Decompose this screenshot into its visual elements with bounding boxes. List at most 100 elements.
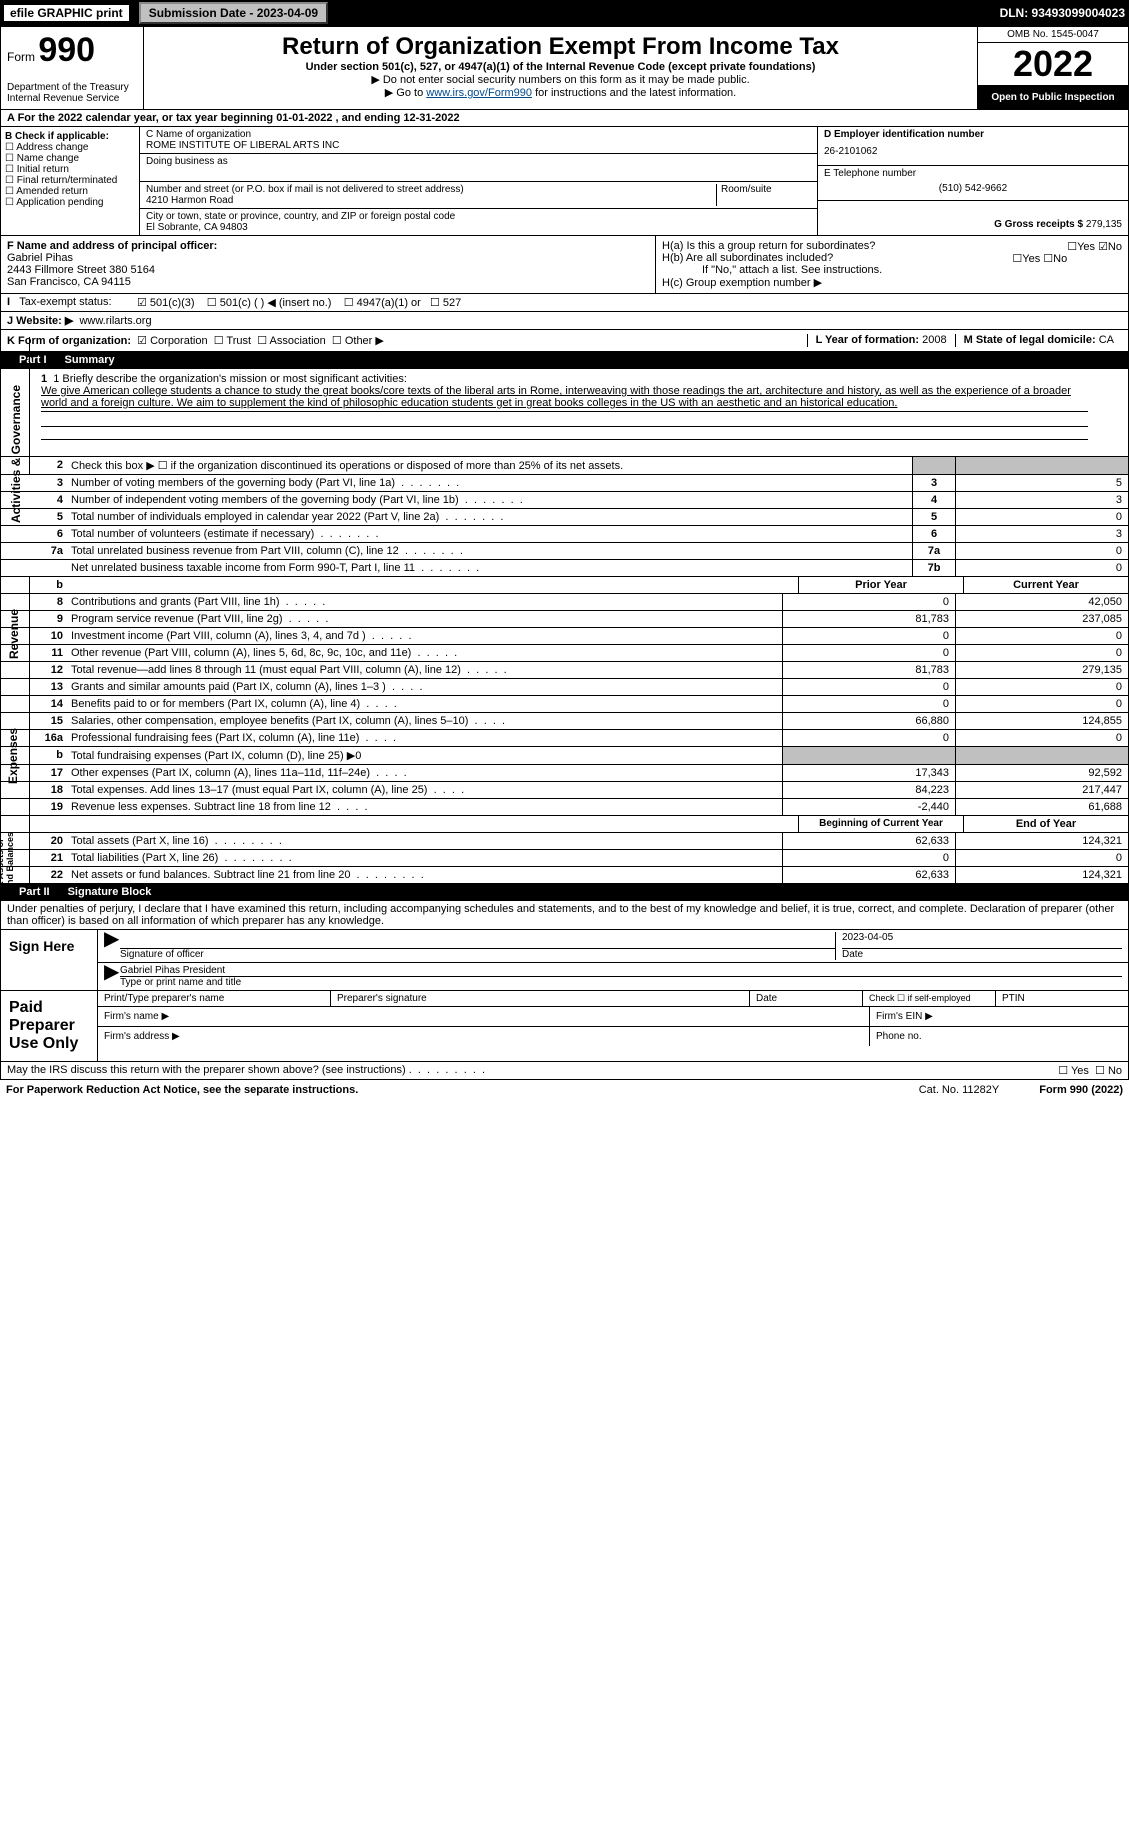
yf-label: L Year of formation: xyxy=(816,334,920,346)
table-row: 21Total liabilities (Part X, line 26) . … xyxy=(1,850,1128,867)
beginning-year-header: Beginning of Current Year xyxy=(798,816,963,832)
website-label: J Website: ▶ xyxy=(7,315,73,327)
end-year-header: End of Year xyxy=(963,816,1128,832)
current-year-header: Current Year xyxy=(963,577,1128,593)
street-cell: Number and street (or P.O. box if mail i… xyxy=(140,182,817,209)
prior-value: 0 xyxy=(782,628,955,644)
table-row: 6Total number of volunteers (estimate if… xyxy=(1,526,1128,543)
row-a-text: A For the 2022 calendar year, or tax yea… xyxy=(7,112,460,124)
prior-value: 81,783 xyxy=(782,662,955,678)
k-right: L Year of formation: 2008 M State of leg… xyxy=(807,334,1122,347)
hb-yesno[interactable]: ☐Yes ☐No xyxy=(1012,252,1067,265)
arrow-icon: ▶ xyxy=(104,932,120,960)
preparer-header-row: Print/Type preparer's name Preparer's si… xyxy=(98,991,1128,1007)
paperwork-notice: For Paperwork Reduction Act Notice, see … xyxy=(6,1084,358,1096)
net-header-row: Beginning of Current Year End of Year xyxy=(1,816,1128,833)
chk-label: Amended return xyxy=(16,186,88,197)
may-irs-discuss: May the IRS discuss this return with the… xyxy=(0,1062,1129,1080)
header-right: OMB No. 1545-0047 2022 Open to Public In… xyxy=(977,27,1128,109)
may-irs-text: May the IRS discuss this return with the… xyxy=(7,1064,406,1077)
table-row: 16aProfessional fundraising fees (Part I… xyxy=(1,730,1128,747)
current-value: 0 xyxy=(955,679,1128,695)
chk-address-change[interactable]: ☐ Address change xyxy=(5,142,135,153)
table-row: Net unrelated business taxable income fr… xyxy=(1,560,1128,576)
tax-exempt-label: Tax-exempt status: xyxy=(19,296,111,308)
opt-label: Trust xyxy=(226,335,251,347)
may-irs-yesno[interactable]: ☐ Yes ☐ No xyxy=(1058,1064,1122,1077)
table-row: 9Program service revenue (Part VIII, lin… xyxy=(1,611,1128,628)
ha-row: H(a) Is this a group return for subordin… xyxy=(662,240,1122,252)
prior-value: 0 xyxy=(782,679,955,695)
prior-value: 17,343 xyxy=(782,765,955,781)
table-row: 15Salaries, other compensation, employee… xyxy=(1,713,1128,730)
chk-amended-return[interactable]: ☐ Amended return xyxy=(5,186,135,197)
prior-value: 84,223 xyxy=(782,782,955,798)
gross-value: 279,135 xyxy=(1086,219,1122,230)
chk-501c3[interactable]: ☑ 501(c)(3) xyxy=(137,297,195,309)
chk-association[interactable]: ☐ Association xyxy=(257,335,326,347)
table-row: 17Other expenses (Part IX, column (A), l… xyxy=(1,765,1128,782)
irs-link[interactable]: www.irs.gov/Form990 xyxy=(426,87,532,99)
side-net-assets: Net Assets or Fund Balances xyxy=(1,816,30,883)
chk-label: Initial return xyxy=(17,164,69,175)
prior-value xyxy=(782,747,955,764)
firm-addr-label: Firm's address ▶ xyxy=(98,1027,870,1046)
opt-label: Corporation xyxy=(150,335,207,347)
part1-header: Part I Summary xyxy=(0,352,1129,369)
header-left: Form 990 Department of the Treasury Inte… xyxy=(1,27,144,109)
side-revenue: Revenue xyxy=(1,577,30,678)
form-header: Form 990 Department of the Treasury Inte… xyxy=(0,26,1129,110)
current-value xyxy=(955,747,1128,764)
activities-table: Activities & Governance 2 Check this box… xyxy=(0,457,1129,475)
firm-ein-label: Firm's EIN ▶ xyxy=(870,1007,1128,1026)
street-value: 4210 Harmon Road xyxy=(146,195,716,206)
chk-name-change[interactable]: ☐ Name change xyxy=(5,153,135,164)
page-footer: For Paperwork Reduction Act Notice, see … xyxy=(0,1080,1129,1100)
org-name-cell: C Name of organization ROME INSTITUTE OF… xyxy=(140,127,817,154)
beginning-value: 62,633 xyxy=(782,833,955,849)
sign-here-label: Sign Here xyxy=(1,930,97,990)
paid-preparer-block: Paid Preparer Use Only Print/Type prepar… xyxy=(0,991,1129,1062)
line-desc: Revenue less expenses. Subtract line 18 … xyxy=(67,799,782,815)
part2-title: Signature Block xyxy=(68,886,152,898)
opt-label: Association xyxy=(270,335,326,347)
line2-text: Check this box ▶ ☐ if the organization d… xyxy=(67,457,912,474)
self-employed-check[interactable]: Check ☐ if self-employed xyxy=(863,991,996,1006)
ha-yesno[interactable]: ☐Yes ☑No xyxy=(1067,240,1122,253)
mission-text: We give American college students a chan… xyxy=(41,385,1088,412)
line-box: 7a xyxy=(912,543,955,559)
chk-other[interactable]: ☐ Other ▶ xyxy=(332,335,384,347)
goto-prefix: ▶ Go to xyxy=(385,87,426,99)
line-desc: Other expenses (Part IX, column (A), lin… xyxy=(67,765,782,781)
opt-label: 501(c)(3) xyxy=(150,297,195,309)
sig-officer-row: ▶ Signature of officer 2023-04-05 Date xyxy=(98,930,1128,963)
chk-4947[interactable]: ☐ 4947(a)(1) or xyxy=(344,297,421,309)
top-bar: efile GRAPHIC print Submission Date - 20… xyxy=(0,0,1129,26)
chk-501c[interactable]: ☐ 501(c) ( ) ◀ (insert no.) xyxy=(207,297,332,309)
table-row: 14Benefits paid to or for members (Part … xyxy=(1,696,1128,713)
sd-label: M State of legal domicile: xyxy=(964,334,1096,346)
prep-date-label: Date xyxy=(750,991,863,1006)
chk-label: Final return/terminated xyxy=(17,175,118,186)
line-box: 6 xyxy=(912,526,955,542)
chk-application-pending[interactable]: ☐ Application pending xyxy=(5,197,135,208)
arrow-icon: ▶ xyxy=(104,965,120,988)
chk-final-return[interactable]: ☐ Final return/terminated xyxy=(5,175,135,186)
table-row: bTotal fundraising expenses (Part IX, co… xyxy=(1,747,1128,765)
website-value: www.rilarts.org xyxy=(79,315,151,327)
side-label-text: Expenses xyxy=(6,728,20,784)
chk-corporation[interactable]: ☑ Corporation xyxy=(137,335,207,347)
submission-date-button[interactable]: Submission Date - 2023-04-09 xyxy=(139,2,328,24)
chk-trust[interactable]: ☐ Trust xyxy=(214,335,251,347)
room-suite: Room/suite xyxy=(716,184,811,206)
ein-value: 26-2101062 xyxy=(824,140,1122,163)
gross-label: G Gross receipts $ xyxy=(994,219,1083,230)
chk-initial-return[interactable]: ☐ Initial return xyxy=(5,164,135,175)
chk-527[interactable]: ☐ 527 xyxy=(430,297,461,309)
open-to-public: Open to Public Inspection xyxy=(978,86,1128,109)
ha-label: H(a) Is this a group return for subordin… xyxy=(662,240,875,252)
rev-header-row: b Prior Year Current Year xyxy=(1,577,1128,594)
ein-cell: D Employer identification number 26-2101… xyxy=(818,127,1128,166)
expenses-table: Expenses 13Grants and similar amounts pa… xyxy=(0,679,1129,816)
opt-label: 527 xyxy=(443,297,461,309)
